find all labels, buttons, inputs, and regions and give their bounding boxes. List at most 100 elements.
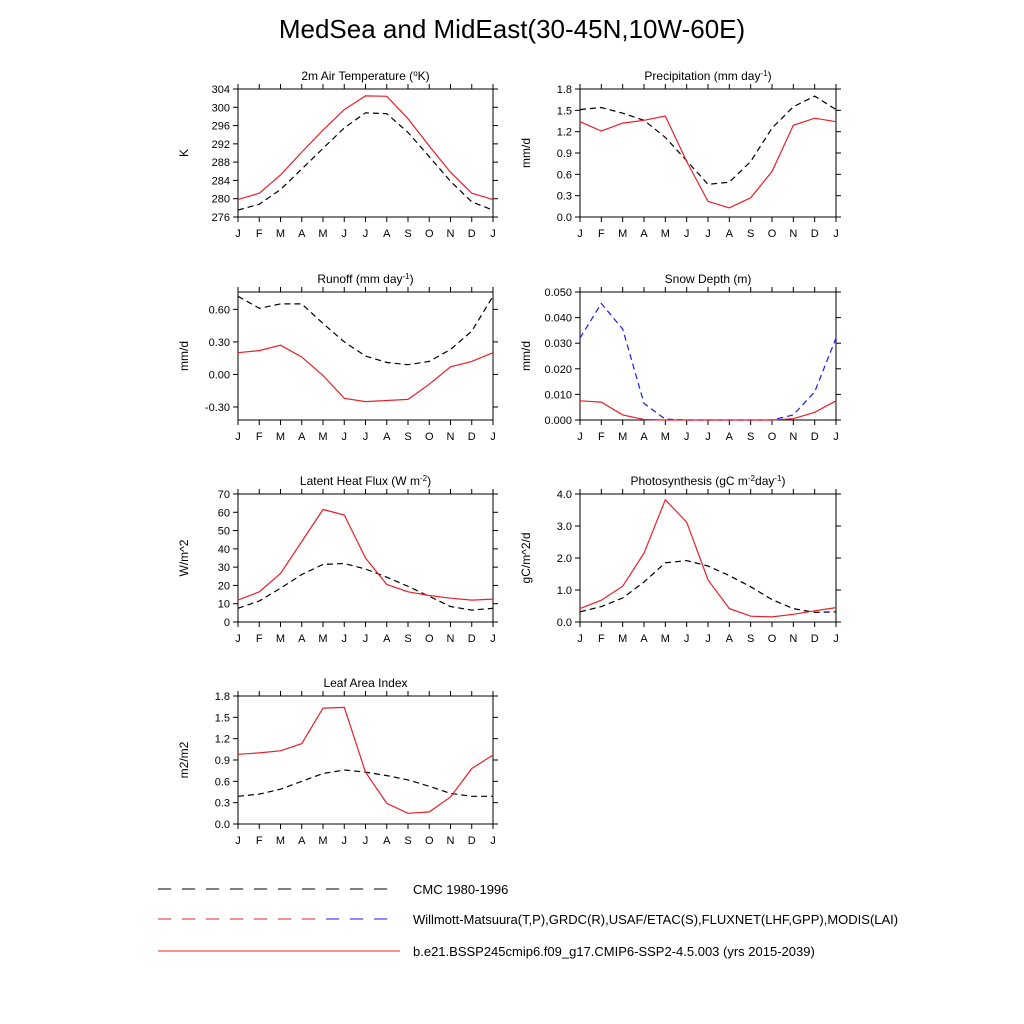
title-part: Runoff (mm day — [317, 272, 402, 286]
series-line-1 — [237, 295, 494, 366]
x-tick-label: A — [383, 835, 391, 847]
y-tick-label: 70 — [218, 489, 230, 501]
y-axis-label: m2/m2 — [177, 741, 191, 778]
y-axis-label: mm/d — [177, 341, 191, 371]
y-tick-label: 0.0 — [557, 617, 572, 629]
x-tick-label: J — [577, 228, 583, 240]
panel-3: Runoff (mm day-1)J F M A M J J A S O N D J-0.300.000… — [177, 272, 498, 443]
x-tick-label: O — [768, 431, 777, 443]
plot-frame — [237, 88, 494, 218]
y-tick-label: 1.5 — [215, 712, 230, 724]
y-axis-label: gC/m^2/d — [519, 533, 533, 584]
series-line-1 — [237, 112, 494, 211]
plot-frame — [237, 695, 494, 825]
title-superscript: -1 — [403, 272, 411, 281]
x-tick-label: N — [447, 835, 455, 847]
panel-4: Snow Depth (m) J F M A M J J A S O N D J 0.000 0.010 0.0… — [519, 272, 841, 443]
x-tick-label: A — [726, 431, 734, 443]
title-part: ) — [768, 69, 772, 83]
x-tick-label: M — [276, 835, 285, 847]
y-tick-label: 2.0 — [557, 553, 572, 565]
y-axis-label: W/m^2 — [177, 539, 191, 576]
y-tick-label: -0.30 — [205, 402, 230, 414]
x-tick-label: A — [383, 633, 391, 645]
y-tick-label: 1.5 — [557, 105, 572, 117]
x-tick-label: D — [811, 633, 819, 645]
x-tick-label: M — [618, 633, 627, 645]
x-tick-label: J — [684, 633, 690, 645]
series-line-2 — [579, 400, 837, 421]
title-part: Leaf Area Index — [323, 676, 407, 690]
x-tick-label: J — [363, 633, 369, 645]
series-line-1 — [579, 559, 837, 614]
plot-frame — [579, 291, 837, 421]
y-tick-label: 60 — [218, 507, 230, 519]
x-tick-label: O — [425, 633, 434, 645]
series-line-1 — [579, 302, 837, 421]
y-tick-label: 292 — [212, 139, 230, 151]
legend-label: b.e21.BSSP245cmip6.f09_g17.CMIP6-SSP2-4.… — [413, 944, 815, 959]
y-tick-label: 0.050 — [544, 287, 572, 299]
x-tick-label: M — [318, 633, 327, 645]
x-tick-label: A — [726, 228, 734, 240]
x-tick-label: J — [833, 228, 839, 240]
x-tick-label: J — [342, 228, 348, 240]
title-superscript: -1 — [774, 474, 782, 483]
x-tick-label: J — [684, 228, 690, 240]
y-tick-label: 1.8 — [215, 691, 230, 703]
y-tick-label: 0.00 — [209, 369, 230, 381]
series-line-2 — [237, 508, 494, 601]
y-tick-label: 0.6 — [215, 776, 230, 788]
figure-title: MedSea and MidEast(30-45N,10W-60E) — [278, 14, 746, 44]
x-tick-label: F — [598, 431, 605, 443]
panel-1: 2m Air Temperature (oK)J F M A M J J A S O N D J2762… — [177, 69, 498, 240]
x-tick-label: O — [768, 228, 777, 240]
x-tick-label: O — [425, 835, 434, 847]
x-tick-label: N — [447, 228, 455, 240]
y-tick-label: 0.9 — [215, 755, 230, 767]
y-tick-label: 0.6 — [557, 169, 572, 181]
x-tick-label: A — [298, 835, 306, 847]
plot-frame — [237, 291, 494, 421]
x-tick-label: F — [256, 835, 263, 847]
panel-6: Photosynthesis (gC m-2day-1) J F M A M J J A S O N D… — [519, 474, 841, 645]
x-tick-label: D — [468, 228, 476, 240]
y-tick-label: 1.2 — [215, 734, 230, 746]
series-line-2 — [237, 344, 494, 403]
plot-frame — [579, 493, 837, 623]
x-tick-label: J — [363, 228, 369, 240]
x-tick-label: F — [256, 228, 263, 240]
x-tick-label: F — [598, 633, 605, 645]
title-part: Latent Heat Flux (W m — [300, 474, 420, 488]
x-tick-label: O — [768, 633, 777, 645]
x-tick-label: S — [747, 228, 754, 240]
x-tick-label: A — [298, 431, 306, 443]
x-tick-label: M — [318, 835, 327, 847]
y-tick-label: 40 — [218, 544, 230, 556]
x-tick-label: N — [789, 633, 797, 645]
x-tick-label: J — [490, 228, 496, 240]
title-superscript: -2 — [420, 474, 428, 483]
y-tick-label: 1.8 — [557, 84, 572, 96]
title-part: K) — [418, 69, 430, 83]
x-tick-label: J — [363, 431, 369, 443]
y-axis-label: mm/d — [519, 341, 533, 371]
x-tick-label: J — [833, 431, 839, 443]
panel-title: Photosynthesis (gC m-2day-1) — [631, 474, 786, 489]
y-tick-label: 0.30 — [209, 337, 230, 349]
y-tick-label: 0.040 — [544, 313, 572, 325]
x-tick-label: O — [425, 431, 434, 443]
y-tick-label: 50 — [218, 526, 230, 538]
x-tick-label: F — [256, 431, 263, 443]
x-tick-label: J — [235, 835, 241, 847]
title-superscript: o — [413, 69, 418, 78]
title-part: Precipitation (mm day — [644, 69, 760, 83]
panel-title: Latent Heat Flux (W m-2) — [300, 474, 431, 489]
panel-title: 2m Air Temperature (oK) — [301, 69, 429, 84]
x-tick-label: J — [235, 228, 241, 240]
x-tick-label: M — [318, 228, 327, 240]
x-tick-label: S — [404, 431, 411, 443]
x-tick-label: S — [404, 633, 411, 645]
